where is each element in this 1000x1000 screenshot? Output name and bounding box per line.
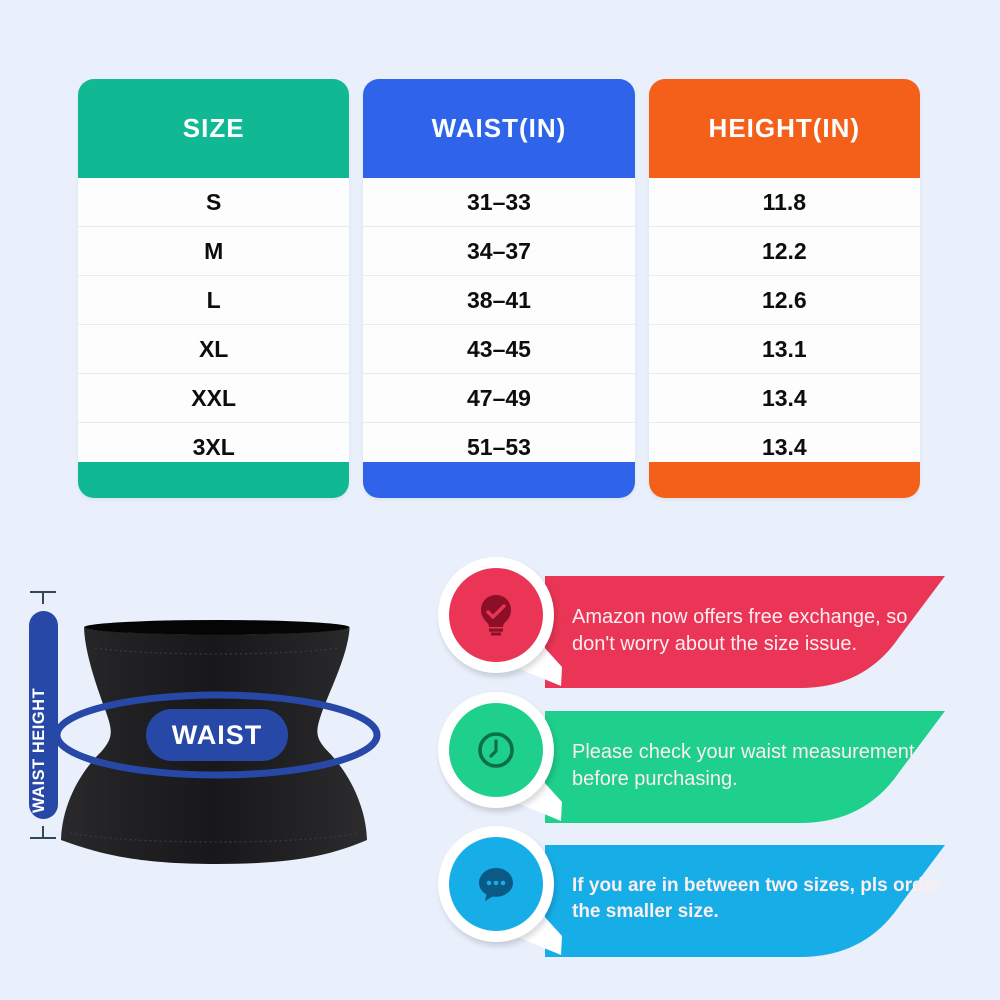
svg-text:WAIST HEIGHT: WAIST HEIGHT: [30, 688, 48, 813]
svg-text:WAIST: WAIST: [172, 720, 263, 750]
